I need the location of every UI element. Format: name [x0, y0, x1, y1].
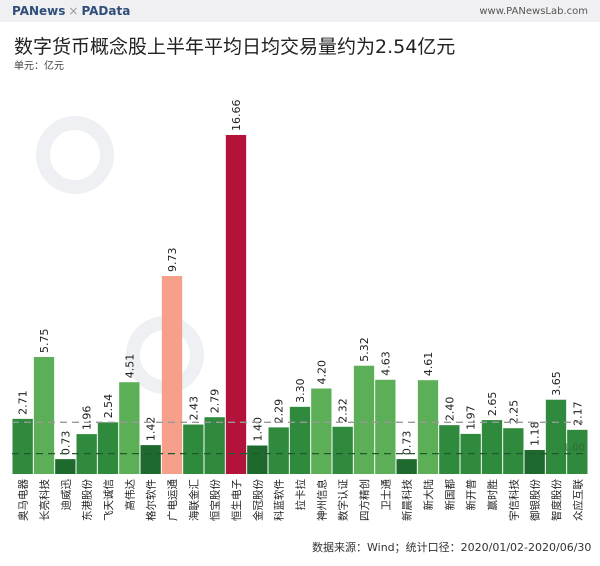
category-label: 卫士通	[379, 479, 392, 511]
site-url: www.PANewsLab.com	[479, 5, 588, 17]
category-label: 新晨科技	[401, 479, 414, 521]
category-label: 赢时胜	[486, 479, 499, 511]
chart-unit: 单元：亿元	[14, 61, 64, 72]
value-label: 2.29	[273, 399, 286, 424]
bar	[268, 427, 289, 474]
category-label: 神州信息	[315, 479, 328, 521]
category-label: 海联金汇	[187, 479, 200, 521]
bar	[311, 388, 332, 474]
category-label: 东港股份	[81, 479, 94, 521]
bar	[289, 406, 311, 474]
value-label: 1.97	[465, 405, 478, 430]
category-label: 宇信科技	[507, 479, 520, 521]
category-label: 飞天诚信	[103, 479, 115, 521]
value-label: 5.32	[358, 337, 371, 362]
category-label: 高伟达	[123, 479, 136, 511]
category-label: 新国都	[443, 479, 456, 511]
value-label: 3.30	[294, 378, 307, 403]
data-source: 数据来源：Wind；统计口径：2020/01/02-2020/06/30	[312, 541, 592, 554]
bar	[439, 425, 460, 474]
panews-logo: PANews	[12, 4, 66, 18]
bar	[225, 134, 247, 474]
bar	[524, 449, 545, 474]
bar	[417, 380, 439, 474]
bar	[204, 417, 225, 474]
bar	[12, 418, 33, 474]
category-label: 众应互联	[571, 479, 584, 521]
bar	[33, 356, 55, 474]
category-label: 恒宝股份	[209, 479, 222, 521]
category-label: 御银股份	[529, 479, 542, 521]
bar	[332, 426, 353, 474]
value-label: 2.79	[209, 389, 222, 414]
value-label: 0.73	[401, 431, 414, 456]
category-label: 新大陆	[422, 479, 435, 511]
bar	[375, 379, 396, 474]
value-label: 0.73	[59, 431, 72, 456]
bar	[353, 365, 375, 474]
value-label: 1.40	[251, 417, 264, 442]
bar	[119, 382, 140, 474]
bar	[161, 275, 183, 474]
bar	[183, 424, 204, 474]
category-label: 智度股份	[550, 479, 563, 521]
bar	[545, 399, 567, 474]
category-label: 奥马电器	[17, 479, 30, 521]
category-label: 四方精创	[358, 479, 371, 521]
value-label: 2.43	[187, 396, 200, 421]
value-label: 16.66	[230, 99, 243, 131]
padata-logo: PAData	[81, 4, 131, 18]
value-label: 4.61	[422, 352, 435, 377]
category-label: 数字认证	[337, 479, 350, 521]
category-label: 长亮科技	[38, 479, 51, 521]
header-bar: PANews × PAData www.PANewsLab.com	[0, 0, 600, 22]
bar	[55, 459, 76, 474]
category-label: 金冠股份	[251, 479, 264, 521]
category-label: 拉卡拉	[294, 479, 307, 511]
value-label: 1.42	[145, 417, 158, 442]
value-label: 2.71	[17, 390, 30, 415]
value-label: 2.65	[486, 392, 499, 417]
category-label: 新开普	[465, 479, 478, 511]
chart-title: 数字货币概念股上半年平均日均交易量约为2.54亿元	[14, 36, 456, 58]
bar	[140, 445, 161, 474]
value-label: 4.51	[123, 354, 136, 379]
value-label: 5.75	[38, 328, 51, 353]
brand-logos: PANews × PAData	[12, 4, 130, 18]
value-label: 3.65	[550, 371, 563, 396]
bar	[503, 428, 524, 474]
bar	[247, 445, 268, 474]
brand-separator: ×	[68, 4, 79, 18]
bar	[567, 429, 588, 474]
threshold-label: 1.00	[563, 443, 585, 454]
category-label: 广电运通	[166, 479, 179, 521]
category-label: 恒生电子	[230, 479, 243, 521]
value-label: 2.32	[337, 398, 350, 423]
value-label: 2.40	[443, 397, 456, 422]
category-label: 科蓝软件	[273, 479, 286, 521]
value-label: 2.17	[571, 401, 584, 426]
bar	[481, 420, 503, 474]
value-label: 4.63	[379, 351, 392, 376]
value-label: 2.54	[102, 394, 115, 419]
category-label: 格尔软件	[145, 479, 158, 521]
value-label: 2.25	[507, 400, 520, 425]
value-label: 1.18	[529, 421, 542, 446]
category-label: 迪威迅	[59, 479, 72, 511]
bar	[396, 459, 417, 474]
value-label: 9.73	[166, 247, 179, 272]
value-label: 1.96	[81, 406, 94, 431]
bar	[97, 422, 119, 474]
value-label: 4.20	[315, 360, 328, 385]
